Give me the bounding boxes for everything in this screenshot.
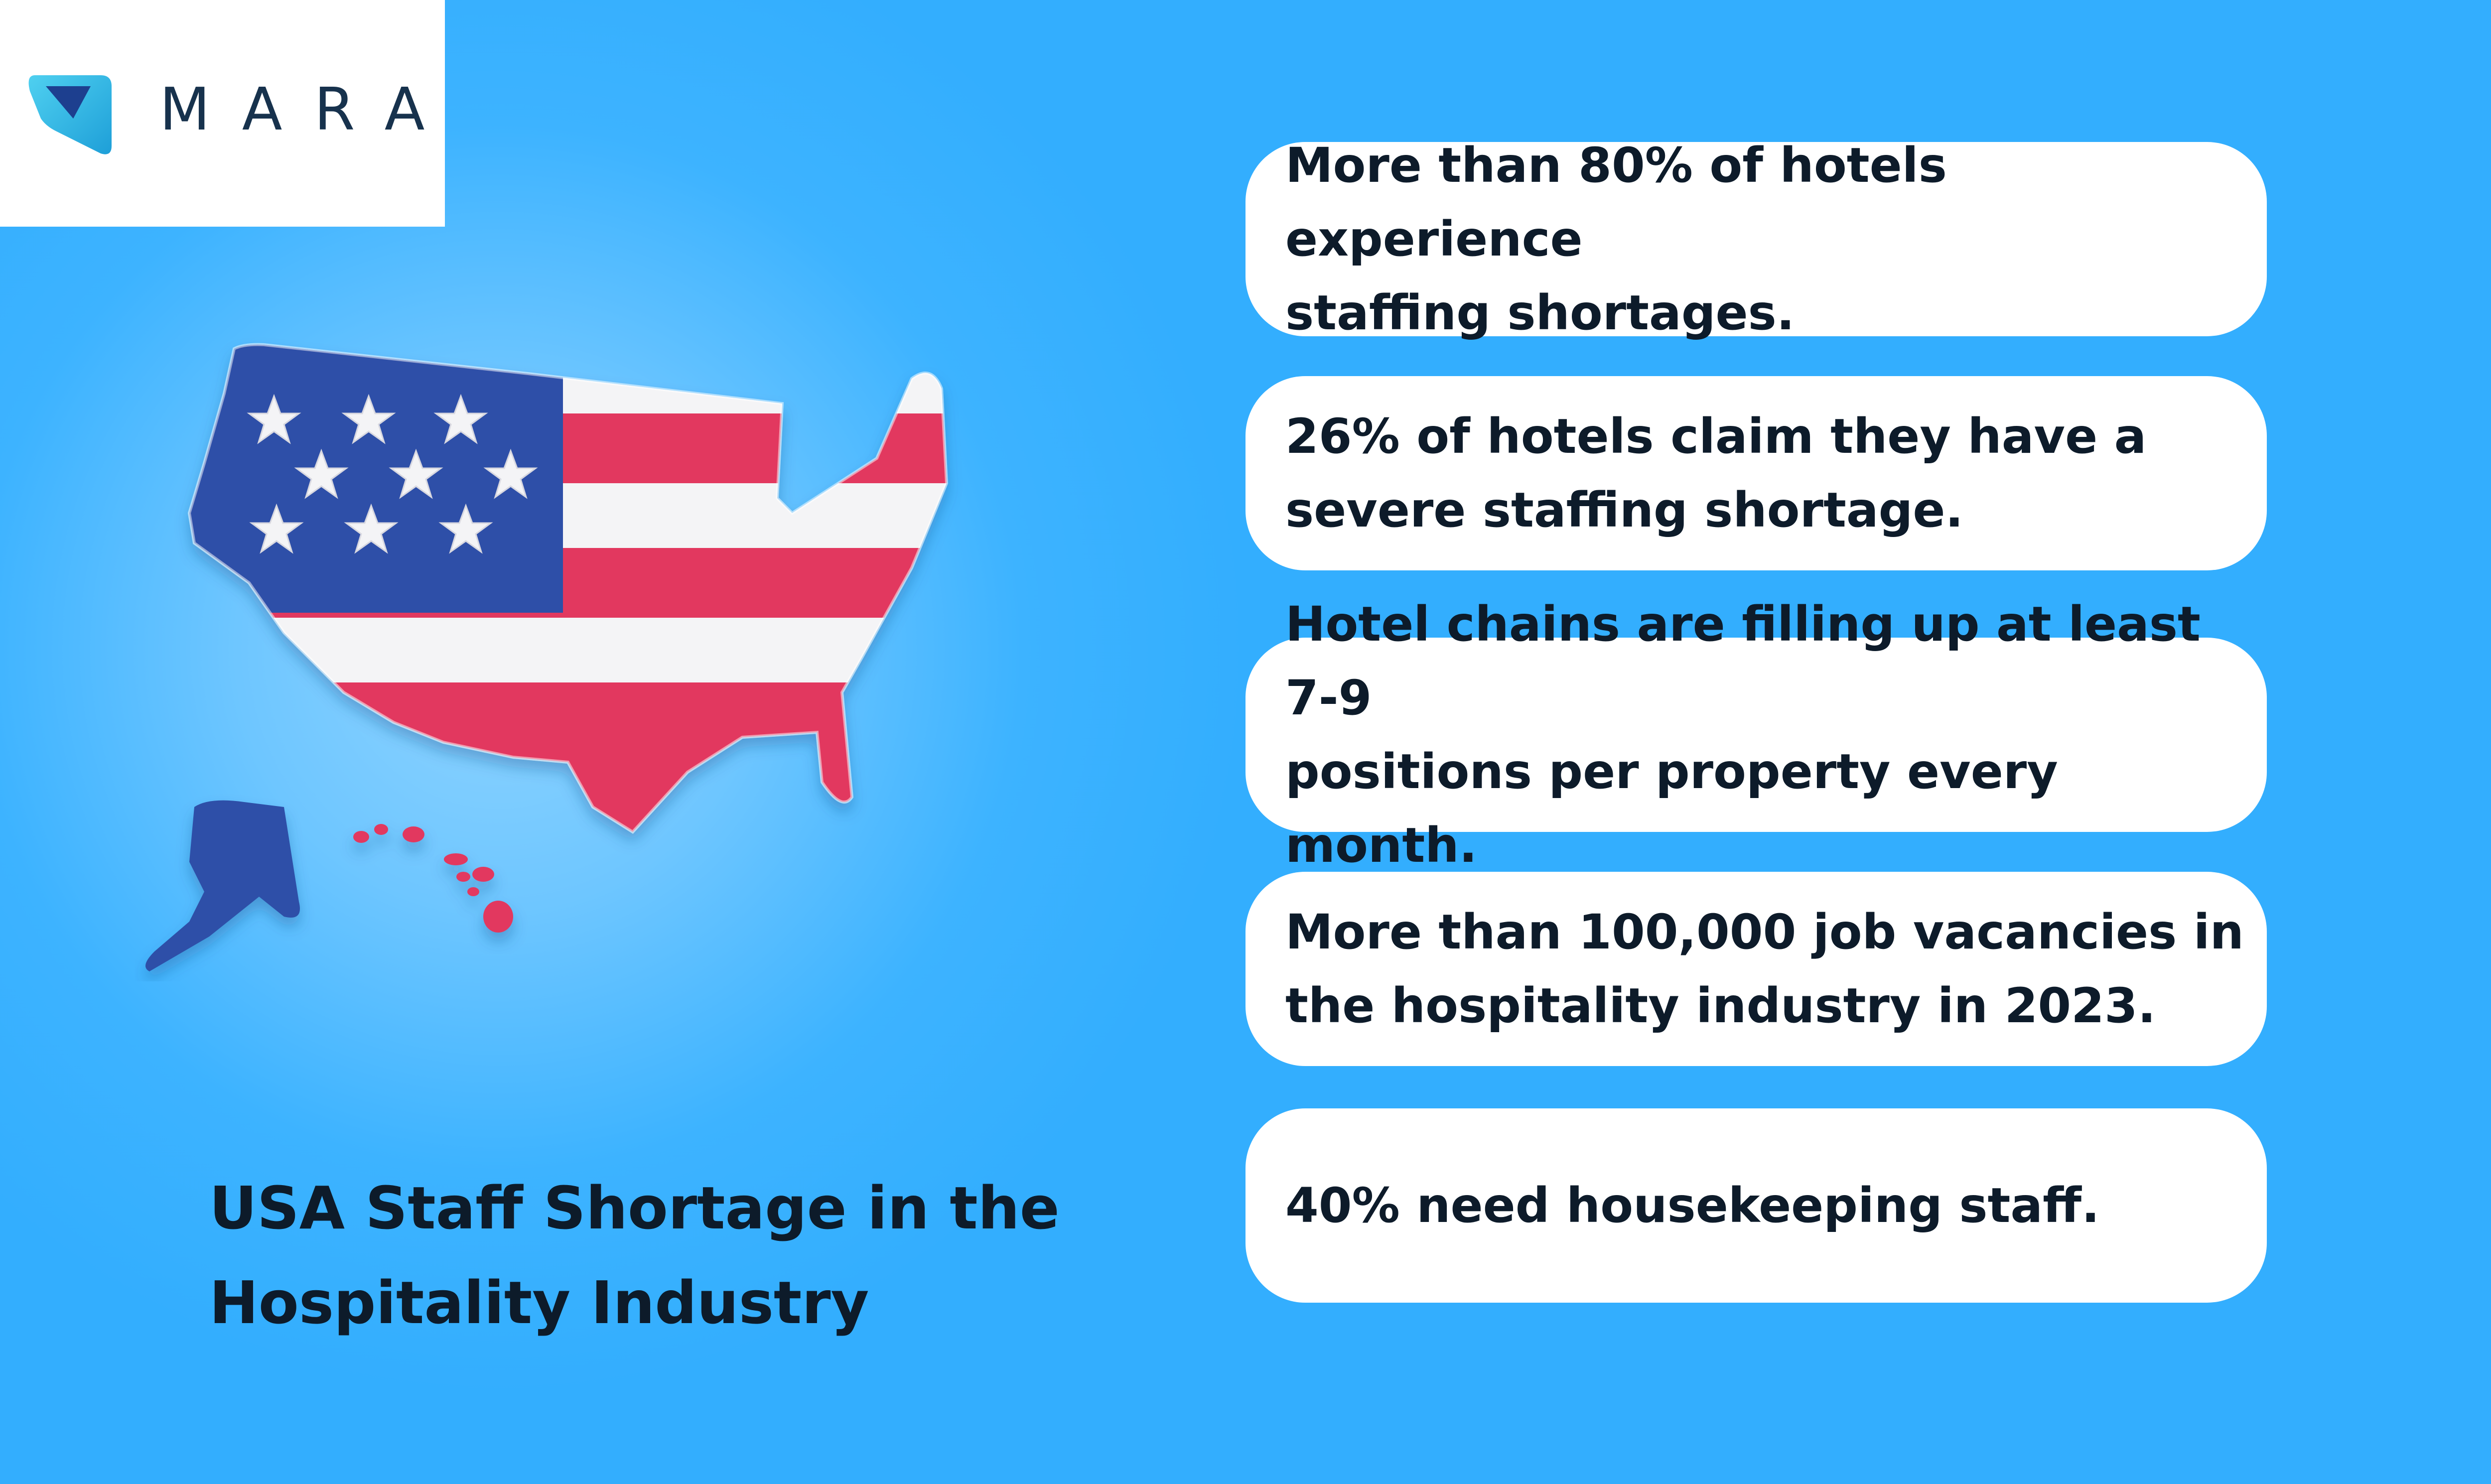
stat-text: Hotel chains are filling up at least 7-9… bbox=[1285, 596, 2201, 873]
stat-card: 26% of hotels claim they have a severe s… bbox=[1246, 376, 2267, 570]
title-line-2: Hospitality Industry bbox=[209, 1268, 869, 1337]
stat-card: Hotel chains are filling up at least 7-9… bbox=[1246, 596, 2267, 873]
hawaii-islands bbox=[353, 824, 513, 933]
logo-panel: MARA bbox=[0, 0, 445, 227]
stat-text: More than 100,000 job vacancies in the h… bbox=[1285, 904, 2244, 1034]
stat-text: 26% of hotels claim they have a severe s… bbox=[1285, 408, 2147, 538]
brand-name: MARA bbox=[159, 75, 457, 143]
title-line-1: USA Staff Shortage in the bbox=[209, 1174, 1060, 1242]
stat-card: 40% need housekeeping staff. bbox=[1246, 1108, 2267, 1303]
mara-logo-icon bbox=[28, 75, 112, 154]
stat-text: More than 80% of hotels experience staff… bbox=[1285, 137, 1947, 341]
usa-flag-map-illustration bbox=[145, 343, 949, 971]
page-title: USA Staff Shortage in the Hospitality In… bbox=[209, 1161, 1156, 1350]
alaska-shape bbox=[145, 800, 300, 971]
stat-text: 40% need housekeeping staff. bbox=[1285, 1178, 2100, 1233]
stat-card: More than 100,000 job vacancies in the h… bbox=[1246, 872, 2267, 1066]
stat-card: More than 80% of hotels experience staff… bbox=[1246, 137, 2267, 341]
